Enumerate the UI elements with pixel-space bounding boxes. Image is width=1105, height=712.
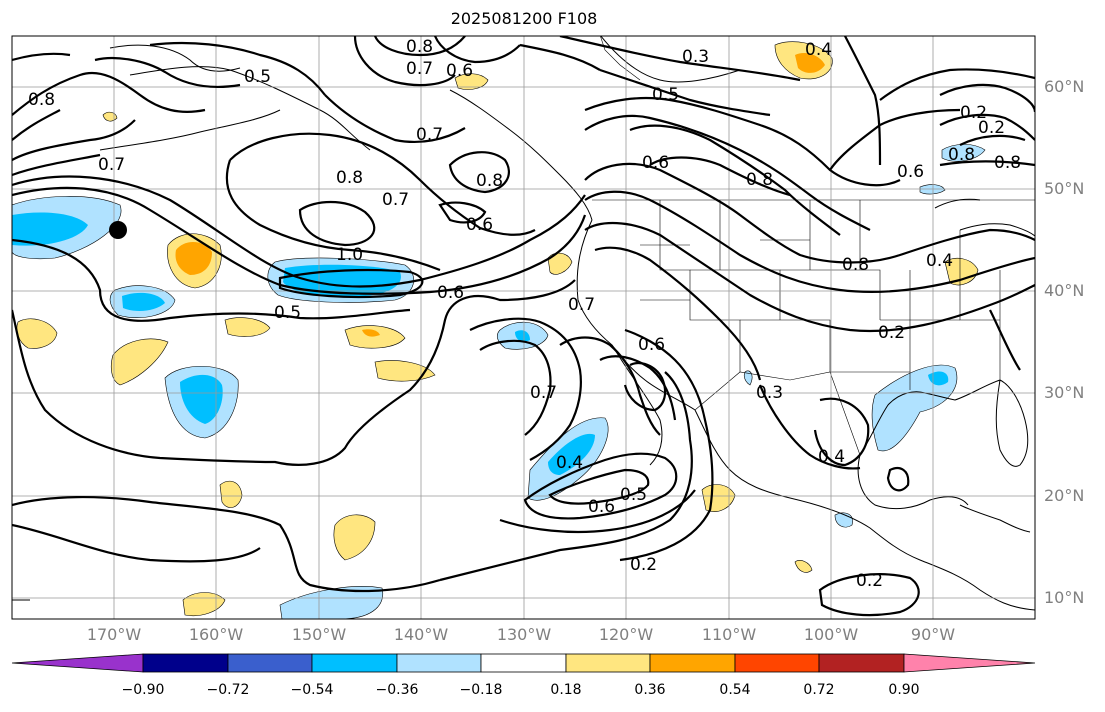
- lat-label-10n: 10°N: [1044, 588, 1085, 607]
- contour-label: 0.8: [476, 171, 503, 191]
- contour-label: 0.5: [620, 485, 647, 505]
- positive-anomaly-areas: [16, 41, 979, 617]
- lat-label-60n: 60°N: [1044, 77, 1085, 96]
- contour-lines: [12, 36, 1035, 617]
- map-title: 2025081200 F108: [450, 9, 598, 28]
- location-marker: [109, 221, 127, 239]
- colorbar-tick: −0.18: [459, 682, 503, 698]
- contour-label: 0.7: [382, 190, 409, 210]
- contour-label: 0.6: [437, 283, 464, 303]
- colorbar-segment: [480, 653, 567, 673]
- contour-label: 0.8: [406, 37, 433, 57]
- contour-label: 0.8: [994, 153, 1021, 173]
- contour-label: 1.0: [336, 245, 363, 265]
- contour-labels: 0.8 0.7 0.6 0.5 0.3 0.4 0.2 0.8 0.7 0.2 …: [28, 37, 1021, 591]
- colorbar-segment: [227, 653, 313, 673]
- contour-label: 0.4: [556, 453, 583, 473]
- contour-label: 0.4: [818, 447, 845, 467]
- colorbar-tick: 0.18: [550, 682, 582, 698]
- contour-label: 0.7: [568, 295, 595, 315]
- colorbar-tick: −0.72: [206, 682, 250, 698]
- lat-label-30n: 30°N: [1044, 383, 1085, 402]
- contour-label: 0.5: [652, 85, 679, 105]
- contour-label: 0.2: [978, 118, 1005, 138]
- colorbar-tick: −0.36: [375, 682, 419, 698]
- colorbar-tick: 0.54: [719, 682, 751, 698]
- lon-label-160w: 160°W: [188, 625, 244, 644]
- contour-label: 0.3: [682, 47, 709, 67]
- colorbar-segment: [649, 653, 736, 673]
- colorbar-segment: [142, 653, 229, 673]
- anomaly-shading: [12, 41, 986, 619]
- colorbar-segment: [311, 653, 398, 673]
- contour-label: 0.8: [842, 255, 869, 275]
- contour-label: 0.8: [746, 170, 773, 190]
- colorbar-tick: −0.54: [290, 682, 334, 698]
- contour-label: 0.6: [642, 153, 669, 173]
- lon-label-150w: 150°W: [291, 625, 347, 644]
- contour-label: 0.2: [856, 571, 883, 591]
- colorbar-segment: [565, 653, 651, 673]
- contour-label: 0.6: [588, 497, 615, 517]
- colorbar-segment: [396, 653, 482, 673]
- lon-label-120w: 120°W: [598, 625, 654, 644]
- lon-label-140w: 140°W: [393, 625, 449, 644]
- colorbar: [11, 653, 1036, 673]
- colorbar-tick: 0.90: [888, 682, 920, 698]
- contour-label: 0.4: [926, 251, 953, 271]
- borders: [592, 36, 1035, 456]
- contour-label: 0.6: [466, 215, 493, 235]
- colorbar-segment: [734, 653, 820, 673]
- contour-label: 0.8: [336, 168, 363, 188]
- contour-label: 0.4: [805, 40, 832, 60]
- positive-anomaly-cores: [175, 53, 825, 337]
- lon-label-130w: 130°W: [496, 625, 552, 644]
- contour-label: 0.6: [897, 162, 924, 182]
- contour-label: 0.7: [416, 125, 443, 145]
- contour-label: 0.5: [274, 303, 301, 323]
- contour-label: 0.8: [28, 90, 55, 110]
- contour-label: 0.6: [446, 61, 473, 81]
- lon-label-100w: 100°W: [803, 625, 859, 644]
- colorbar-tick: 0.36: [634, 682, 666, 698]
- map-frame: [11, 35, 1036, 620]
- contour-label: 0.8: [948, 145, 975, 165]
- colorbar-extend-low: [11, 653, 144, 673]
- lat-label-50n: 50°N: [1044, 179, 1085, 198]
- contour-label: 0.7: [98, 155, 125, 175]
- negative-anomaly-cores: [12, 212, 949, 475]
- contour-label: 0.5: [244, 67, 271, 87]
- colorbar-tick: −0.90: [121, 682, 165, 698]
- lat-label-20n: 20°N: [1044, 486, 1085, 505]
- contour-label: 0.3: [756, 383, 783, 403]
- lat-label-40n: 40°N: [1044, 281, 1085, 300]
- colorbar-tick: 0.72: [803, 682, 835, 698]
- lon-label-170w: 170°W: [86, 625, 142, 644]
- contour-label: 0.2: [878, 323, 905, 343]
- contour-label: 0.6: [638, 335, 665, 355]
- contour-label: 0.7: [406, 59, 433, 79]
- contour-label: 0.2: [960, 103, 987, 123]
- colorbar-extend-high: [903, 653, 1036, 673]
- lon-label-110w: 110°W: [701, 625, 757, 644]
- contour-label: 0.7: [530, 383, 557, 403]
- colorbar-segment: [818, 653, 905, 673]
- contour-label: 0.2: [630, 555, 657, 575]
- coastlines: [12, 36, 1035, 611]
- lon-label-90w: 90°W: [910, 625, 956, 644]
